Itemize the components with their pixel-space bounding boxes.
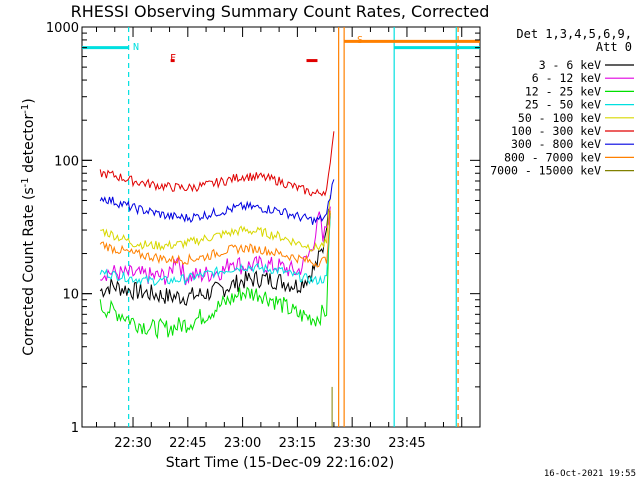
legend-label: 25 - 50 keV — [525, 98, 601, 112]
legend-header: Det 1,3,4,5,6,9, — [516, 27, 632, 41]
series-line-4 — [100, 194, 331, 252]
plot-area: N F S — [81, 26, 481, 428]
y-tick-label: 1 — [71, 421, 79, 436]
legend-label: 12 - 25 keV — [525, 84, 601, 98]
legend-label: 800 - 7000 keV — [504, 150, 601, 164]
y-tick-label: 1000 — [46, 21, 79, 36]
footer-timestamp: 16-Oct-2021 19:55 — [544, 469, 636, 479]
x-tick-label: 23:30 — [333, 436, 370, 451]
y-tick-label: 100 — [54, 154, 79, 169]
chart-title: RHESSI Observing Summary Count Rates, Co… — [71, 2, 490, 21]
legend-label: 3 - 6 keV — [539, 58, 601, 72]
series-line-5 — [99, 131, 335, 197]
series-line-0 — [99, 208, 331, 306]
series-line-6 — [99, 179, 335, 225]
x-tick-label: 22:45 — [169, 436, 206, 451]
legend-label: 7000 - 15000 keV — [490, 164, 601, 178]
y-tick-label: 10 — [62, 288, 79, 303]
series-line-3 — [99, 216, 331, 287]
y-axis: 1 10 100 1000 — [46, 21, 480, 436]
y-axis-label: Corrected Count Rate (s-1 detector-1) — [20, 98, 37, 355]
legend-label: 50 - 100 keV — [518, 111, 601, 125]
flag-letter: F — [170, 53, 176, 64]
x-tick-label: 23:00 — [224, 436, 261, 451]
series-line-2 — [99, 213, 331, 340]
x-tick-label: 22:30 — [114, 436, 151, 451]
plot-frame — [81, 26, 481, 428]
x-axis: 22:30 22:45 23:00 23:15 23:30 23:45 — [95, 27, 481, 451]
x-axis-label: Start Time (15-Dec-09 22:16:02) — [166, 455, 394, 471]
x-tick-label: 23:45 — [388, 436, 425, 451]
x-tick-label: 23:15 — [279, 436, 316, 451]
flag-letter: N — [133, 42, 139, 53]
legend-label: 100 - 300 keV — [511, 124, 601, 138]
legend-header-att: Att 0 — [596, 40, 632, 54]
legend-label: 300 - 800 keV — [511, 137, 601, 151]
flag-letter: S — [357, 35, 363, 46]
series-line-7 — [99, 210, 331, 268]
legend-label: 6 - 12 keV — [532, 71, 601, 85]
